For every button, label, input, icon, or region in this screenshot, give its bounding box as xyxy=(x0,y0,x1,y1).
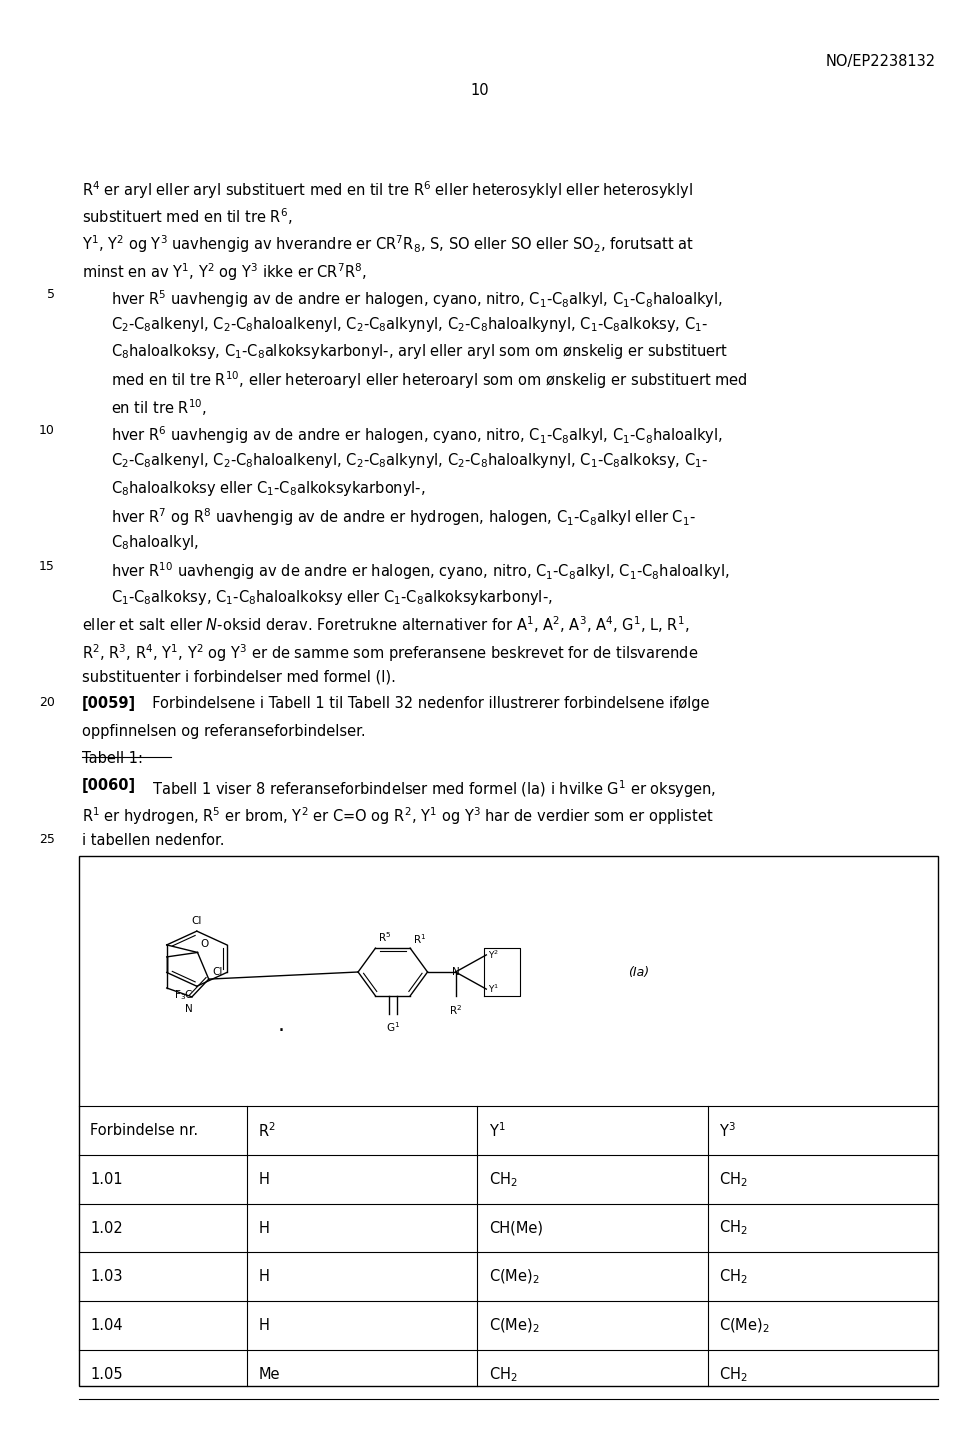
Text: 1.02: 1.02 xyxy=(90,1221,123,1235)
Text: hver R$^7$ og R$^8$ uavhengig av de andre er hydrogen, halogen, C$_1$-C$_8$alkyl: hver R$^7$ og R$^8$ uavhengig av de andr… xyxy=(111,506,696,527)
Text: Me: Me xyxy=(258,1367,279,1381)
Text: H: H xyxy=(258,1172,269,1187)
Text: .: . xyxy=(277,1016,284,1035)
Text: Cl: Cl xyxy=(212,967,223,977)
Text: R$^4$ er aryl eller aryl substituert med en til tre R$^6$ eller heterosyklyl ell: R$^4$ er aryl eller aryl substituert med… xyxy=(82,179,692,201)
Text: 20: 20 xyxy=(38,696,55,709)
Text: 1.05: 1.05 xyxy=(90,1367,123,1381)
Text: CH(Me): CH(Me) xyxy=(489,1221,542,1235)
Text: CH$_2$: CH$_2$ xyxy=(719,1267,748,1287)
Text: Forbindelse nr.: Forbindelse nr. xyxy=(90,1123,199,1138)
Text: H: H xyxy=(258,1221,269,1235)
Text: C$_2$-C$_8$alkenyl, C$_2$-C$_8$haloalkenyl, C$_2$-C$_8$alkynyl, C$_2$-C$_8$haloa: C$_2$-C$_8$alkenyl, C$_2$-C$_8$haloalken… xyxy=(111,315,708,334)
Text: R$^2$: R$^2$ xyxy=(258,1121,276,1141)
Text: CH$_2$: CH$_2$ xyxy=(719,1364,748,1384)
Text: hver R$^6$ uavhengig av de andre er halogen, cyano, nitro, C$_1$-C$_8$alkyl, C$_: hver R$^6$ uavhengig av de andre er halo… xyxy=(111,424,723,446)
Text: 25: 25 xyxy=(38,833,55,845)
Text: i tabellen nedenfor.: i tabellen nedenfor. xyxy=(82,833,224,847)
Text: F$_3$C: F$_3$C xyxy=(175,989,194,1002)
Text: Tabell 1 viser 8 referanseforbindelser med formel (Ia) i hvilke G$^1$ er oksygen: Tabell 1 viser 8 referanseforbindelser m… xyxy=(143,778,716,800)
Text: Forbindelsene i Tabell 1 til Tabell 32 nedenfor illustrerer forbindelsene ifølge: Forbindelsene i Tabell 1 til Tabell 32 n… xyxy=(143,696,709,711)
Text: oppfinnelsen og referanseforbindelser.: oppfinnelsen og referanseforbindelser. xyxy=(82,724,365,738)
Text: Y$^1$: Y$^1$ xyxy=(489,1121,505,1141)
Text: O: O xyxy=(201,939,208,949)
Text: C(Me)$_2$: C(Me)$_2$ xyxy=(489,1317,540,1334)
Text: N: N xyxy=(185,1003,193,1013)
Text: Cl: Cl xyxy=(192,916,202,926)
Text: [0059]: [0059] xyxy=(82,696,135,711)
Text: CH$_2$: CH$_2$ xyxy=(489,1364,517,1384)
Text: (Ia): (Ia) xyxy=(628,966,649,979)
Text: CH$_2$: CH$_2$ xyxy=(719,1218,748,1238)
Text: CH$_2$: CH$_2$ xyxy=(489,1169,517,1189)
Text: minst en av Y$^1$, Y$^2$ og Y$^3$ ikke er CR$^7$R$^8$,: minst en av Y$^1$, Y$^2$ og Y$^3$ ikke e… xyxy=(82,261,367,282)
Text: Y$^3$: Y$^3$ xyxy=(719,1121,735,1141)
Text: [0060]: [0060] xyxy=(82,778,135,792)
Text: C(Me)$_2$: C(Me)$_2$ xyxy=(719,1317,770,1334)
Text: C$_8$haloalkoksy, C$_1$-C$_8$alkoksykarbonyl-, aryl eller aryl som om ønskelig e: C$_8$haloalkoksy, C$_1$-C$_8$alkoksykarb… xyxy=(111,342,729,361)
Text: Y$^1$, Y$^2$ og Y$^3$ uavhengig av hverandre er CR$^7$R$_8$, S, SO eller SO elle: Y$^1$, Y$^2$ og Y$^3$ uavhengig av hvera… xyxy=(82,234,693,255)
Text: 5: 5 xyxy=(47,288,55,301)
Text: Tabell 1:: Tabell 1: xyxy=(82,751,143,765)
Text: C$_1$-C$_8$alkoksy, C$_1$-C$_8$haloalkoksy eller C$_1$-C$_8$alkoksykarbonyl-,: C$_1$-C$_8$alkoksy, C$_1$-C$_8$haloalkok… xyxy=(111,588,553,606)
Text: en til tre R$^{10}$,: en til tre R$^{10}$, xyxy=(111,397,207,417)
Text: C$_8$haloalkoksy eller C$_1$-C$_8$alkoksykarbonyl-,: C$_8$haloalkoksy eller C$_1$-C$_8$alkoks… xyxy=(111,479,426,497)
Text: H: H xyxy=(258,1318,269,1333)
Text: substituert med en til tre R$^6$,: substituert med en til tre R$^6$, xyxy=(82,206,292,226)
Text: 15: 15 xyxy=(38,560,55,573)
Text: G$^1$: G$^1$ xyxy=(386,1020,400,1035)
Text: med en til tre R$^{10}$, eller heteroaryl eller heteroaryl som om ønskelig er su: med en til tre R$^{10}$, eller heteroary… xyxy=(111,370,748,391)
Text: CH$_2$: CH$_2$ xyxy=(719,1169,748,1189)
Text: R$^1$: R$^1$ xyxy=(413,931,426,946)
Text: hver R$^5$ uavhengig av de andre er halogen, cyano, nitro, C$_1$-C$_8$alkyl, C$_: hver R$^5$ uavhengig av de andre er halo… xyxy=(111,288,723,310)
Text: 1.03: 1.03 xyxy=(90,1270,123,1284)
Text: R$^1$ er hydrogen, R$^5$ er brom, Y$^2$ er C=O og R$^2$, Y$^1$ og Y$^3$ har de v: R$^1$ er hydrogen, R$^5$ er brom, Y$^2$ … xyxy=(82,805,713,827)
Bar xyxy=(79,856,938,1386)
Text: eller et salt eller $N$-oksid derav. Foretrukne alternativer for A$^1$, A$^2$, A: eller et salt eller $N$-oksid derav. For… xyxy=(82,615,689,635)
Text: H: H xyxy=(258,1270,269,1284)
Text: R$^2$, R$^3$, R$^4$, Y$^1$, Y$^2$ og Y$^3$ er de samme som preferansene beskreve: R$^2$, R$^3$, R$^4$, Y$^1$, Y$^2$ og Y$^… xyxy=(82,642,698,663)
Text: 10: 10 xyxy=(470,83,490,97)
Text: 10: 10 xyxy=(38,424,55,437)
Text: R$^5$: R$^5$ xyxy=(378,930,392,944)
Text: C$_8$haloalkyl,: C$_8$haloalkyl, xyxy=(111,533,200,552)
Text: R$^2$: R$^2$ xyxy=(449,1003,462,1017)
Text: Y$^2$: Y$^2$ xyxy=(488,949,499,962)
Text: C(Me)$_2$: C(Me)$_2$ xyxy=(489,1268,540,1285)
Text: substituenter i forbindelser med formel (I).: substituenter i forbindelser med formel … xyxy=(82,669,396,684)
Text: Y$^1$: Y$^1$ xyxy=(488,983,499,996)
Text: 1.04: 1.04 xyxy=(90,1318,123,1333)
Text: 1.01: 1.01 xyxy=(90,1172,123,1187)
Text: N: N xyxy=(451,967,460,977)
Text: hver R$^{10}$ uavhengig av de andre er halogen, cyano, nitro, C$_1$-C$_8$alkyl, : hver R$^{10}$ uavhengig av de andre er h… xyxy=(111,560,730,582)
Text: NO/EP2238132: NO/EP2238132 xyxy=(826,54,936,69)
Text: C$_2$-C$_8$alkenyl, C$_2$-C$_8$haloalkenyl, C$_2$-C$_8$alkynyl, C$_2$-C$_8$haloa: C$_2$-C$_8$alkenyl, C$_2$-C$_8$haloalken… xyxy=(111,451,708,470)
